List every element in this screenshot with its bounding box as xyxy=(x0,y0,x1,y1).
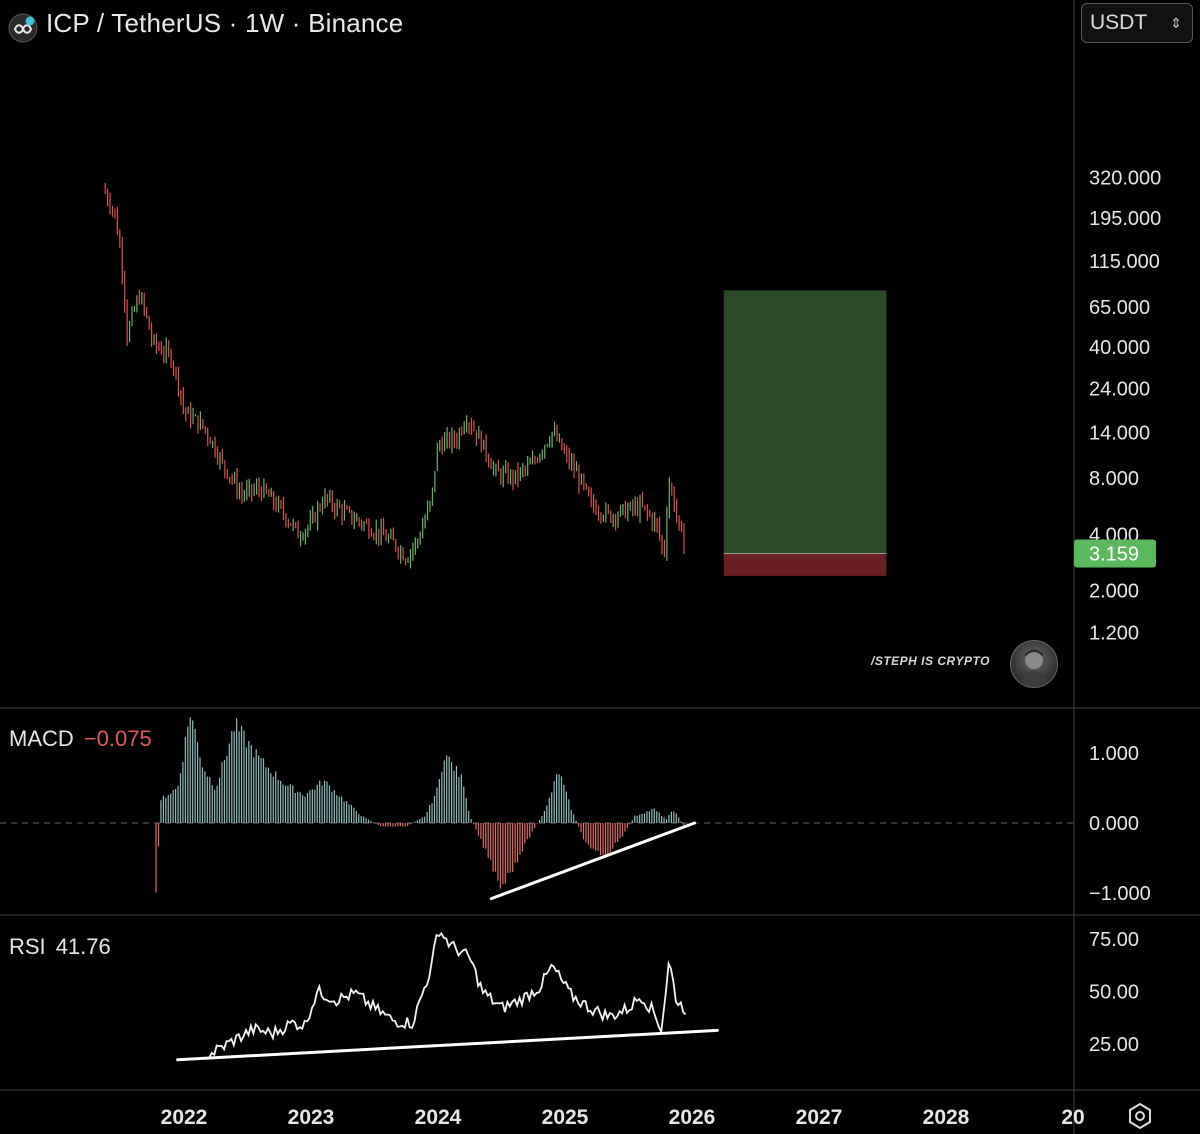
price-tick-label: 320.000 xyxy=(1089,167,1161,189)
macd-value: −0.075 xyxy=(83,726,152,751)
currency-label: USDT xyxy=(1090,11,1148,34)
time-tick-label: 2025 xyxy=(542,1106,589,1129)
price-tick-label: 195.000 xyxy=(1089,208,1161,230)
price-tick-label: 115.000 xyxy=(1089,251,1160,273)
rsi-line xyxy=(208,931,687,1059)
price-tick-label: 1.200 xyxy=(1089,622,1139,644)
profit-zone[interactable] xyxy=(723,290,887,554)
rsi-legend[interactable]: RSI 41.76 xyxy=(9,934,111,960)
rsi-tick-label: 50.00 xyxy=(1089,982,1139,1004)
time-tick-label: 2022 xyxy=(161,1106,208,1129)
rsi-value: 41.76 xyxy=(55,934,111,959)
rsi-series xyxy=(208,931,687,1059)
price-axis[interactable]: 320.000 195.000 115.000 65.000 40.000 24.000 1… xyxy=(1074,167,1161,1056)
trendlines[interactable] xyxy=(176,821,719,1062)
current-price-label: 3.159 xyxy=(1089,544,1139,566)
price-tick-label: 65.000 xyxy=(1089,297,1150,319)
rsi-trendline[interactable] xyxy=(176,1028,719,1062)
chart-title[interactable]: ICP / TetherUS · 1W · Binance xyxy=(46,8,404,38)
time-tick-label: 2023 xyxy=(288,1106,335,1129)
macd-trendline[interactable] xyxy=(489,821,697,901)
price-tick-label: 14.000 xyxy=(1089,422,1150,444)
rsi-tick-label: 25.00 xyxy=(1089,1034,1139,1056)
price-candles xyxy=(104,182,685,569)
price-tick-label: 24.000 xyxy=(1089,378,1150,400)
avatar-portrait-icon xyxy=(1019,649,1049,687)
long-position-tool[interactable] xyxy=(723,290,887,576)
time-tick-label: 20 xyxy=(1061,1106,1084,1129)
price-tick-label: 2.000 xyxy=(1089,581,1139,603)
macd-tick-label: 1.000 xyxy=(1089,743,1139,765)
watermark-text: /STEPH IS CRYPTO xyxy=(871,654,990,668)
settings-hexagon-icon[interactable] xyxy=(1126,1102,1154,1130)
rsi-label: RSI xyxy=(9,934,46,959)
chevron-updown-icon: ⇕ xyxy=(1170,14,1182,31)
time-tick-label: 2026 xyxy=(669,1106,716,1129)
macd-tick-label: −1.000 xyxy=(1089,883,1151,905)
current-price-badge xyxy=(1074,539,1156,568)
macd-legend[interactable]: MACD −0.075 xyxy=(9,726,152,752)
macd-histogram xyxy=(155,717,685,893)
icp-logo-icon xyxy=(8,13,38,43)
macd-tick-label: 0.000 xyxy=(1089,813,1139,835)
price-tick-label: 8.000 xyxy=(1089,468,1139,490)
time-tick-label: 2028 xyxy=(923,1106,970,1129)
price-tick-label: 40.000 xyxy=(1089,337,1150,359)
time-tick-label: 2027 xyxy=(796,1106,843,1129)
time-tick-label: 2024 xyxy=(415,1106,462,1129)
stop-loss-zone[interactable] xyxy=(723,553,887,576)
macd-label: MACD xyxy=(9,726,74,751)
avatar xyxy=(1010,640,1058,688)
rsi-tick-label: 75.00 xyxy=(1089,929,1139,951)
time-axis[interactable]: 2022 2023 2024 2025 2026 2027 2028 20 xyxy=(161,1106,1085,1129)
currency-selector[interactable]: USDT ⇕ xyxy=(1081,3,1193,43)
